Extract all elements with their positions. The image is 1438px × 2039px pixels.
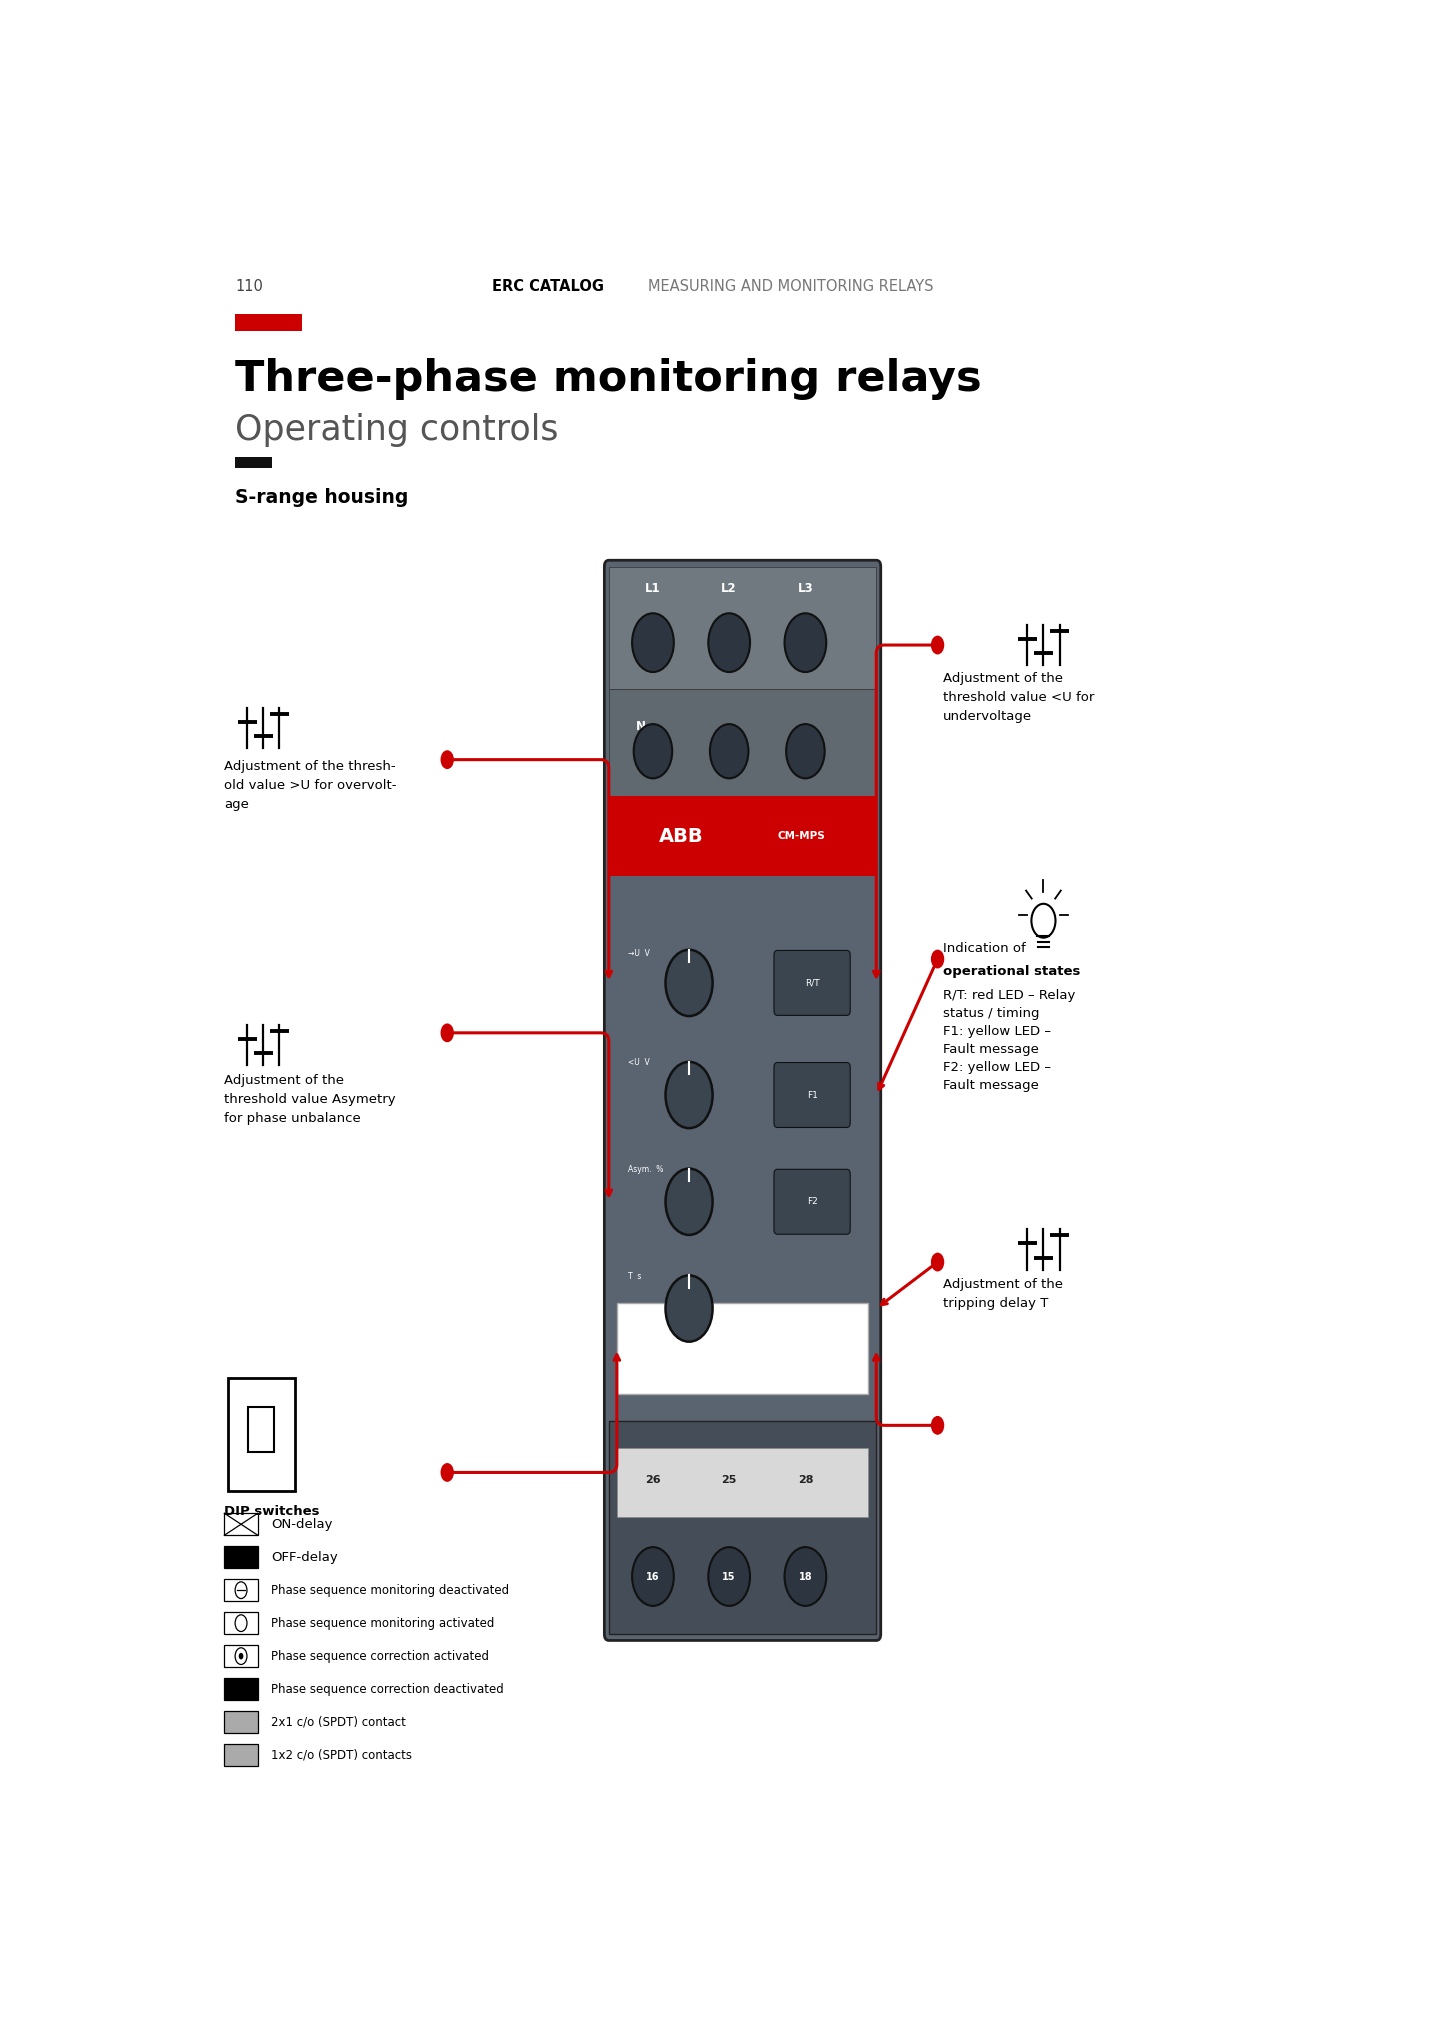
- Text: Adjustment of the
threshold value Asymetry
for phase unbalance: Adjustment of the threshold value Asymet…: [224, 1075, 395, 1126]
- Circle shape: [785, 614, 827, 673]
- Circle shape: [666, 1062, 713, 1128]
- Text: 18: 18: [798, 1572, 812, 1582]
- Bar: [236, 457, 272, 467]
- Text: Adjustment of the thresh-
old value >U for overvolt-
age: Adjustment of the thresh- old value >U f…: [224, 761, 397, 812]
- Circle shape: [666, 950, 713, 1015]
- Circle shape: [634, 724, 672, 779]
- Text: Phase sequence correction deactivated: Phase sequence correction deactivated: [272, 1682, 503, 1696]
- Text: 28: 28: [798, 1476, 812, 1486]
- Bar: [224, 1513, 257, 1535]
- Text: F1: F1: [807, 1091, 818, 1099]
- Text: 25: 25: [722, 1476, 736, 1486]
- Text: DIP switches: DIP switches: [224, 1505, 319, 1519]
- Text: F2: F2: [807, 1197, 817, 1207]
- Text: 110: 110: [236, 279, 263, 294]
- Text: Indication of: Indication of: [943, 942, 1025, 971]
- Text: ON-delay: ON-delay: [272, 1517, 332, 1531]
- Bar: [224, 1613, 257, 1633]
- Circle shape: [787, 724, 824, 779]
- Text: L1: L1: [646, 583, 660, 595]
- Bar: [236, 314, 302, 330]
- Text: 2x1 c/o (SPDT) contact: 2x1 c/o (SPDT) contact: [272, 1715, 406, 1729]
- Text: L2: L2: [722, 583, 738, 595]
- Circle shape: [239, 1654, 243, 1660]
- Bar: [608, 795, 876, 877]
- Text: Operating controls: Operating controls: [236, 412, 559, 447]
- Text: Phase sequence monitoring activated: Phase sequence monitoring activated: [272, 1617, 495, 1629]
- Text: ABB: ABB: [659, 826, 703, 846]
- Text: N: N: [636, 720, 646, 734]
- Text: R/T: red LED – Relay
status / timing
F1: yellow LED –
Fault message
F2: yellow L: R/T: red LED – Relay status / timing F1:…: [943, 989, 1076, 1091]
- Text: <U  V: <U V: [627, 1058, 650, 1068]
- Circle shape: [440, 750, 454, 769]
- Bar: [608, 1421, 876, 1633]
- Text: R/T: R/T: [805, 979, 820, 987]
- Bar: [224, 1743, 257, 1766]
- Text: MEASURING AND MONITORING RELAYS: MEASURING AND MONITORING RELAYS: [647, 279, 933, 294]
- Text: →U  V: →U V: [627, 948, 650, 958]
- Circle shape: [930, 1415, 945, 1435]
- Bar: [224, 1546, 257, 1568]
- Text: L3: L3: [798, 583, 814, 595]
- Bar: [617, 1448, 869, 1517]
- Bar: [608, 689, 876, 795]
- Circle shape: [633, 614, 674, 673]
- Bar: [608, 567, 876, 689]
- Text: Phase sequence monitoring deactivated: Phase sequence monitoring deactivated: [272, 1584, 509, 1597]
- Text: S-range housing: S-range housing: [236, 487, 408, 508]
- Circle shape: [785, 1548, 827, 1607]
- Circle shape: [709, 1548, 751, 1607]
- Text: 15: 15: [722, 1572, 736, 1582]
- FancyBboxPatch shape: [774, 1062, 850, 1128]
- Circle shape: [930, 636, 945, 655]
- Text: CM-MPS: CM-MPS: [778, 832, 825, 842]
- Text: 16: 16: [646, 1572, 660, 1582]
- Bar: [249, 1407, 273, 1452]
- Text: operational states: operational states: [943, 964, 1080, 979]
- Text: Adjustment of the
tripping delay T: Adjustment of the tripping delay T: [943, 1278, 1063, 1309]
- Bar: [224, 1645, 257, 1668]
- Circle shape: [633, 1548, 674, 1607]
- FancyBboxPatch shape: [774, 950, 850, 1015]
- Text: 26: 26: [646, 1476, 660, 1486]
- Text: T  s: T s: [627, 1272, 641, 1280]
- Circle shape: [710, 724, 748, 779]
- Bar: [617, 1303, 869, 1395]
- Bar: [227, 1378, 295, 1491]
- Text: Three-phase monitoring relays: Three-phase monitoring relays: [236, 357, 982, 400]
- Text: 1x2 c/o (SPDT) contacts: 1x2 c/o (SPDT) contacts: [272, 1749, 413, 1762]
- Bar: [224, 1711, 257, 1733]
- Text: Adjustment of the
threshold value <U for
undervoltage: Adjustment of the threshold value <U for…: [943, 671, 1094, 722]
- Circle shape: [930, 1252, 945, 1272]
- Bar: [224, 1578, 257, 1601]
- Text: Asym.  %: Asym. %: [627, 1164, 663, 1174]
- FancyBboxPatch shape: [604, 561, 880, 1641]
- Text: Phase sequence correction activated: Phase sequence correction activated: [272, 1650, 489, 1662]
- Circle shape: [440, 1024, 454, 1042]
- Text: OFF-delay: OFF-delay: [272, 1552, 338, 1564]
- Circle shape: [930, 950, 945, 969]
- Circle shape: [666, 1168, 713, 1236]
- Text: ERC CATALOG: ERC CATALOG: [492, 279, 604, 294]
- FancyBboxPatch shape: [774, 1168, 850, 1234]
- Circle shape: [666, 1274, 713, 1342]
- Bar: [224, 1678, 257, 1701]
- Circle shape: [709, 614, 751, 673]
- Circle shape: [440, 1464, 454, 1482]
